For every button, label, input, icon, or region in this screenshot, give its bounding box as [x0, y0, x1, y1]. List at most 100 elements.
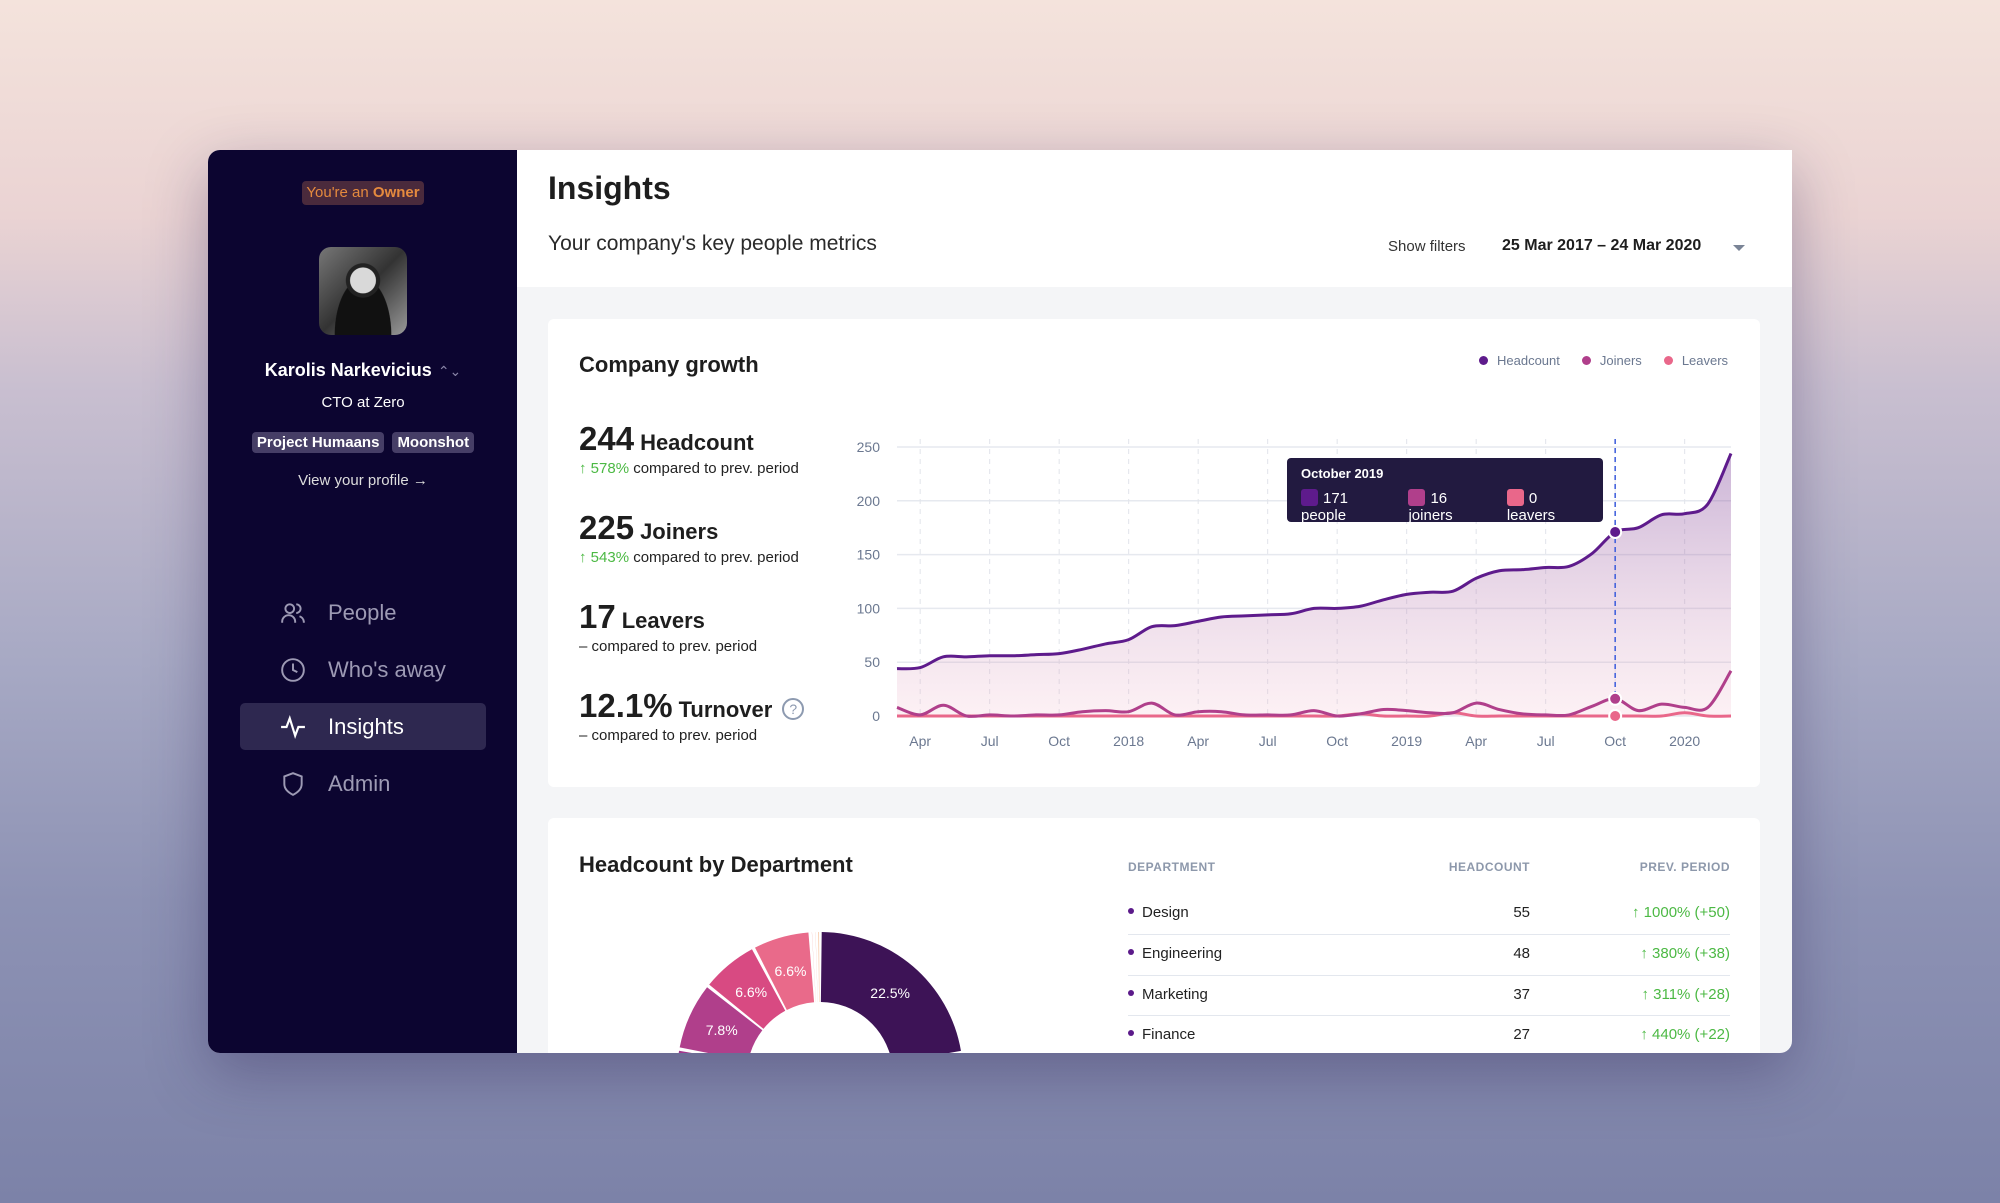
headcount-value: 55 [1513, 904, 1530, 921]
owner-badge: You're an Owner [302, 181, 424, 205]
sidebar-item-admin[interactable]: Admin [240, 760, 486, 807]
chart-tooltip: October 2019 171 people 16 joiners 0 lea… [1287, 458, 1603, 524]
dot-icon [1128, 949, 1134, 955]
x-tick-label: Jul [1259, 733, 1277, 749]
headcount-value: 27 [1513, 1026, 1530, 1043]
headcount-area [897, 453, 1731, 716]
kpi-label: Turnover [678, 697, 773, 722]
x-tick-label: Oct [1326, 733, 1348, 749]
hover-point-joiners [1608, 691, 1623, 706]
kpi-label: Headcount [640, 430, 754, 455]
prev-period-change: ↑ 440% (+22) [1640, 1026, 1730, 1043]
sidebar-item-whos-away[interactable]: Who's away [240, 646, 486, 693]
column-header-department[interactable]: DEPARTMENT [1128, 860, 1216, 874]
prev-period-change: ↑ 1000% (+50) [1632, 904, 1730, 921]
legend-item-joiners[interactable]: Joiners [1581, 353, 1642, 368]
column-header-prev-period[interactable]: PREV. PERIOD [1639, 860, 1730, 874]
user-switcher[interactable]: Karolis Narkevicius ⌃⌄ [240, 360, 486, 381]
donut-segment [818, 932, 820, 1003]
department-name: Design [1142, 904, 1189, 921]
company-growth-chart[interactable]: 0 50 100 150 200 250 Apr Jul Oct 2018 Apr Jul Oct 201… [548, 319, 1760, 787]
donut-segment [815, 932, 818, 1003]
show-filters-button[interactable]: Show filters [1388, 238, 1466, 255]
x-tick-label: Apr [1187, 733, 1209, 749]
user-role: CTO at Zero [321, 394, 405, 411]
sidebar-item-label: Admin [328, 770, 391, 796]
tooltip-value: 0 leavers [1506, 490, 1556, 524]
date-range-select[interactable]: 25 Mar 2017 – 24 Mar 2020 [1502, 237, 1702, 254]
x-tick-label: 2020 [1669, 733, 1700, 749]
user-tags: Project Humaans Moonshot [240, 432, 486, 453]
kpi-joiners: 225 Joiners ↑ 543% compared to prev. peri… [579, 509, 799, 566]
legend-label: Headcount [1497, 353, 1560, 368]
y-tick-label: 100 [857, 600, 881, 616]
y-tick-label: 50 [864, 654, 880, 670]
kpi-headcount: 244 Headcount ↑ 578% compared to prev. pe… [579, 420, 799, 477]
donut-segment [709, 949, 786, 1029]
tooltip-value: 171 people [1301, 490, 1349, 524]
prev-period-change: ↑ 380% (+38) [1640, 945, 1730, 962]
sidebar-item-people[interactable]: People [240, 589, 486, 636]
kpi-value: 17 [579, 598, 616, 635]
chart-legend: Headcount Joiners Leavers [1479, 353, 1728, 368]
sidebar-item-label: Who's away [328, 656, 446, 682]
y-tick-label: 150 [857, 547, 881, 563]
sidebar-item-insights[interactable]: Insights [240, 703, 486, 750]
tooltip-title: October 2019 [1301, 466, 1384, 481]
legend-item-leavers[interactable]: Leavers [1663, 353, 1729, 368]
donut-segment-label: 7.8% [706, 1022, 738, 1038]
kpi-compare: – compared to prev. period [579, 727, 758, 744]
swatch-icon [1506, 489, 1524, 506]
dot-icon [1128, 990, 1134, 996]
legend-dot-icon [1581, 356, 1591, 365]
legend-dot-icon [1479, 356, 1488, 365]
column-header-headcount[interactable]: HEADCOUNT [1448, 860, 1530, 874]
x-tick-label: 2018 [1113, 733, 1144, 749]
page-header [517, 150, 1792, 287]
prev-period-change: ↑ 311% (+28) [1641, 986, 1730, 1003]
x-tick-label: Jul [981, 733, 999, 749]
x-tick-label: Jul [1537, 733, 1555, 749]
hover-point-leavers [1608, 709, 1623, 723]
owner-role: Owner [372, 184, 420, 201]
table-row[interactable]: Marketing 37 ↑ 311% (+28) [1128, 975, 1730, 1016]
tag: Project Humaans [251, 432, 385, 453]
donut-segment-label: 6.6% [735, 984, 767, 1000]
avatar[interactable] [319, 247, 407, 335]
view-profile-link[interactable]: View your profile → [298, 472, 428, 489]
donut-segment [820, 932, 961, 1053]
headcount-value: 37 [1513, 986, 1530, 1003]
legend-label: Joiners [1599, 353, 1642, 368]
department-name: Engineering [1142, 945, 1223, 962]
x-tick-label: Apr [1465, 733, 1487, 749]
table-row[interactable]: Finance 27 ↑ 440% (+22) [1128, 1015, 1730, 1056]
legend-label: Leavers [1681, 353, 1729, 368]
kpi-compare: compared to prev. period [629, 460, 799, 477]
swatch-icon [1301, 489, 1318, 506]
legend-dot-icon [1663, 356, 1673, 365]
tooltip-value: 16 joiners [1408, 490, 1453, 524]
kpi-label: Joiners [640, 519, 719, 544]
department-name: Marketing [1142, 986, 1208, 1003]
legend-item-headcount[interactable]: Headcount [1479, 353, 1560, 368]
tag: Moonshot [392, 432, 475, 453]
tooltip-people: 171 people [1301, 489, 1396, 524]
hover-point-headcount [1608, 525, 1623, 540]
department-donut-chart[interactable]: 22.5% 7.8% 6.6% 6.6% [548, 818, 1760, 1053]
kpi-change: ↑ 543% [579, 549, 630, 566]
table-row[interactable]: Engineering 48 ↑ 380% (+38) [1128, 934, 1730, 975]
caret-down-icon[interactable] [1733, 245, 1745, 251]
table-row[interactable]: Design 55 ↑ 1000% (+50) [1128, 894, 1730, 935]
kpi-compare: compared to prev. period [629, 549, 799, 566]
help-icon[interactable]: ? [782, 698, 805, 720]
donut-segment-label: 22.5% [870, 985, 910, 1001]
donut-segment [679, 987, 763, 1053]
kpi-compare: – compared to prev. period [579, 638, 758, 655]
chevron-updown-icon: ⌃⌄ [437, 363, 462, 379]
sidebar-item-label: Insights [328, 713, 404, 739]
people-icon [281, 602, 305, 623]
x-tick-label: 2019 [1391, 733, 1422, 749]
page-title: Insights [548, 170, 671, 206]
x-tick-label: Oct [1604, 733, 1626, 749]
x-tick-label: Apr [909, 733, 931, 749]
